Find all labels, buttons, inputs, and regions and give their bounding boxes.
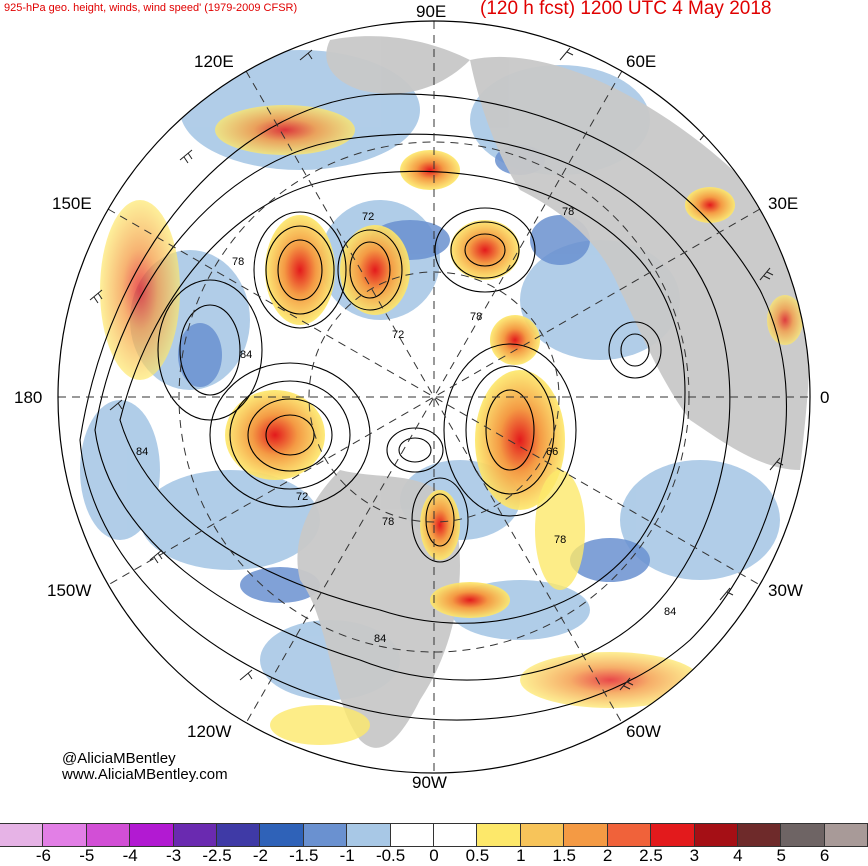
map-title: (120 h fcst) 1200 UTC 4 May 2018 [480, 0, 772, 19]
colorbar-tick-label: 2.5 [639, 846, 663, 865]
contour-label: 78 [470, 311, 482, 323]
colorbar-swatch [693, 823, 738, 847]
colorbar-tick-label: -6 [35, 846, 51, 865]
colorbar-swatch [216, 823, 261, 847]
colorbar-swatch [0, 823, 44, 847]
colorbar-swatch [42, 823, 87, 847]
map-field: 72 78 84 66 78 72 78 84 84 84 78 72 78 [58, 21, 810, 773]
colorbar-tick-label: 0.5 [465, 846, 490, 865]
colorbar-swatch [606, 823, 652, 847]
colorbar-swatch [823, 823, 868, 847]
contour-label: 72 [392, 329, 404, 341]
wind-anomaly-positive [100, 105, 803, 745]
colorbar-swatch [302, 823, 348, 847]
colorbar-tick-label: -0.5 [375, 846, 406, 865]
colorbar-tick-label: -1 [339, 846, 355, 865]
colorbar-swatch [736, 823, 782, 847]
lon-label-120e: 120E [194, 52, 234, 71]
graticule [58, 21, 810, 773]
colorbar-tick-label: 5 [776, 846, 786, 865]
colorbar-swatch [346, 823, 391, 847]
colorbar-swatch [780, 823, 825, 847]
colorbar-tick-label: 6 [819, 846, 830, 865]
colorbar-swatch [476, 823, 521, 847]
lon-label-60e: 60E [626, 52, 657, 71]
height-contours [79, 93, 787, 721]
colorbar-swatch [129, 823, 174, 847]
lon-label-150e: 150E [52, 194, 92, 213]
map-boundary [57, 20, 811, 774]
contour-label: 78 [562, 206, 574, 218]
contour-label: 78 [382, 516, 394, 528]
lon-label-30w: 30W [768, 581, 803, 600]
colorbar-swatch [650, 823, 695, 847]
contour-label: 72 [362, 211, 374, 223]
colorbar-tick-label: -1.5 [289, 846, 319, 865]
colorbar-tick-label: 0 [429, 846, 439, 865]
colorbar-tick-label: 1.5 [552, 846, 577, 865]
colorbar-swatch [519, 823, 565, 847]
colorbar-tick-label: -2.5 [202, 846, 232, 865]
map-subtitle: 925-hPa geo. height, winds, wind speed' … [4, 2, 298, 14]
contour-label: 84 [136, 446, 148, 458]
colorbar-tick-label: -3 [166, 846, 182, 865]
lon-label-90w: 90W [412, 773, 447, 792]
colorbar-tick-label: 3 [689, 846, 700, 865]
contour-label: 66 [546, 446, 558, 458]
contour-label: 78 [554, 534, 566, 546]
colorbar-tick-label: -5 [79, 846, 95, 865]
colorbar-swatch [85, 823, 131, 847]
colorbar-swatch [259, 823, 304, 847]
lon-label-120w: 120W [187, 722, 232, 741]
colorbar-tick-label: 4 [733, 846, 743, 865]
contour-label: 84 [374, 633, 386, 645]
land-mass [297, 36, 810, 748]
colorbar-tick-label: -4 [122, 846, 138, 865]
contour-labels: 72 78 84 66 78 72 78 84 84 84 78 72 78 [136, 206, 676, 645]
colorbar-tick-label: 1 [516, 846, 526, 865]
lon-label-60w: 60W [626, 722, 661, 741]
colorbar-swatch [563, 823, 608, 847]
lon-label-180: 180 [14, 388, 43, 407]
author-website[interactable]: www.AliciaMBentley.com [62, 766, 228, 783]
colorbar-ticks: -6 -5 -4 -3 -2.5 -2 -1.5 -1 -0.5 0 0.5 1 1.5 2 2.5 3 4 5 6 [0, 846, 868, 865]
colorbar-swatch [389, 823, 435, 847]
colorbar-tick-label: -2 [252, 846, 268, 865]
contour-label: 84 [240, 349, 252, 361]
contour-label: 84 [664, 606, 676, 618]
colorbar-swatch [433, 823, 478, 847]
lon-label-30e: 30E [768, 194, 799, 213]
lon-label-0: 0 [820, 388, 830, 407]
contour-label: 72 [296, 491, 308, 503]
lon-label-150w: 150W [47, 581, 92, 600]
contour-label: 78 [232, 256, 244, 268]
colorbar [0, 823, 868, 847]
author-handle: @AliciaMBentley [62, 750, 176, 767]
colorbar-swatch [172, 823, 218, 847]
lon-label-90e: 90E [416, 2, 447, 21]
polar-map: 72 78 84 66 78 72 78 84 84 84 78 72 78 [57, 20, 811, 774]
colorbar-tick-label: 2 [602, 846, 613, 865]
